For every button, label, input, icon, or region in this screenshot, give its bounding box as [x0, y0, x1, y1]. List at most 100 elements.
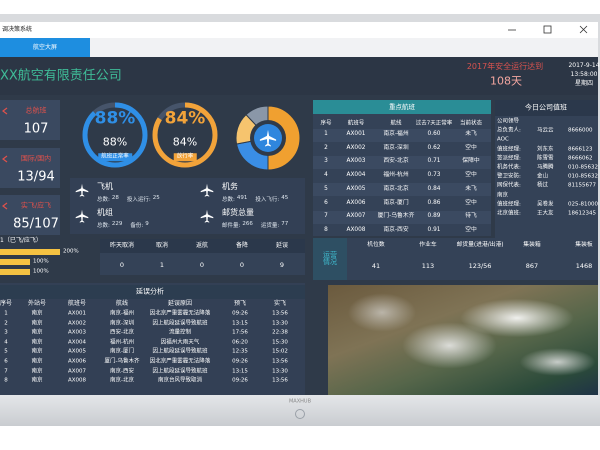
ops-header — [100, 239, 305, 253]
stats-header-cell: 集装板 — [575, 242, 593, 249]
delay-cell: 1 — [4, 310, 8, 317]
duty-text: 025-81000 — [568, 201, 598, 208]
plane-shape — [200, 183, 214, 197]
title-bar — [0, 22, 598, 38]
duty-text: 8666000 — [568, 127, 593, 134]
duty-text: 8666062 — [568, 155, 593, 162]
key-flights-header-cell: 航班号 — [347, 120, 365, 127]
duty-text: 网保代表: — [497, 182, 521, 189]
maximize-button — [543, 25, 552, 34]
key-flights-cell: 3 — [324, 158, 328, 165]
delay-cell: 南京 — [31, 310, 43, 317]
duty-text: 南京 — [497, 191, 509, 198]
resource-name: 飞机 — [97, 182, 113, 191]
duty-text: 值班经理: — [497, 145, 521, 152]
delay-cell: AX002 — [67, 319, 87, 326]
gauge-big-label: 88% — [94, 108, 136, 129]
plane-shape — [75, 209, 89, 223]
plane-shape — [75, 183, 89, 197]
tab-label[interactable]: 航空大屏 — [32, 44, 58, 51]
delay-header-cell: 外站号 — [27, 300, 47, 307]
resources-panel — [70, 178, 305, 234]
delay-cell: 13:15 — [232, 367, 248, 374]
plane-icon — [200, 183, 214, 197]
delay-panel — [0, 283, 305, 395]
stats-value: 41 — [371, 261, 381, 270]
delay-header-cell: 实飞 — [273, 300, 287, 307]
resource-name: 机组 — [97, 208, 113, 217]
delay-cell: 南京-福州 — [110, 310, 134, 317]
delay-header-cell: 延误原因 — [167, 300, 193, 307]
key-flights-cell: 空中 — [465, 172, 477, 179]
kpi-label: 总航班 — [25, 106, 47, 115]
close-button — [579, 25, 588, 34]
key-flights-header-cell: 当前状态 — [459, 120, 483, 127]
resource-stats: 总数: 28 投入运行: 25 — [97, 195, 166, 203]
key-flights-cell: AX005 — [346, 185, 366, 192]
satellite-image — [328, 285, 598, 395]
tab-active[interactable] — [0, 38, 90, 57]
delay-cell: AX003 — [67, 329, 87, 336]
kpi-label: 国际/国内 — [20, 154, 52, 163]
stats-header-cell: 集装箱 — [523, 242, 541, 249]
pie-chart — [235, 105, 301, 171]
plane-icon — [75, 209, 89, 223]
key-flights-title-bar — [313, 100, 491, 114]
delay-cell: 南京台风导致取消 — [157, 377, 203, 384]
key-flights-cell: 南京-厦门 — [383, 199, 409, 206]
window-controls — [508, 25, 588, 34]
key-flights-cell: 4 — [324, 172, 328, 179]
duty-text: 杨过 — [537, 182, 549, 189]
resource-stat-label: 运货量: — [260, 223, 280, 229]
delay-header-cell: 预飞 — [233, 300, 247, 307]
duty-text: 签派经理: — [497, 155, 521, 162]
duty-text: 81155677 — [568, 182, 596, 189]
key-flights-cell: AX006 — [346, 199, 366, 206]
weekday: 星期四 — [574, 80, 594, 87]
delay-cell: 南京 — [31, 319, 43, 326]
stats-label-box — [313, 238, 347, 280]
resource-stat-label: 邮件量: — [222, 223, 241, 229]
kpi-card — [0, 195, 60, 235]
delay-cell: AX004 — [67, 339, 87, 346]
duty-text: 王大友 — [537, 210, 554, 217]
delay-cell: 15:02 — [272, 348, 288, 355]
delay-cell: 22:38 — [272, 329, 288, 336]
key-flights-cell: 0.73 — [427, 172, 441, 179]
row-stripe — [313, 128, 491, 142]
date: 2017-9-14 — [568, 62, 600, 69]
stats-value: 1468 — [575, 261, 593, 270]
plane-shape — [259, 129, 277, 147]
logo-button — [295, 409, 305, 419]
delay-cell: AX006 — [67, 358, 87, 365]
key-flights-cell: 保障中 — [462, 158, 480, 165]
key-flights-cell: AX008 — [346, 226, 366, 233]
row-stripe — [313, 155, 491, 169]
resource-stat-label: 总数: — [97, 223, 110, 229]
key-flights-cell: 6 — [324, 199, 328, 206]
window-title: 调决策系统 — [2, 26, 33, 33]
key-flights-cell: 空中 — [465, 199, 477, 206]
delay-cell: 09:26 — [232, 377, 248, 384]
delay-cell: 13:15 — [232, 319, 248, 326]
key-flights-cell: AX007 — [346, 213, 366, 220]
delay-cell: 8 — [4, 377, 8, 384]
progress-label: 100% — [33, 258, 49, 265]
delay-header-cell: 航线 — [115, 300, 129, 307]
resource-name: 机务 — [222, 182, 238, 191]
key-flights-cell: 8 — [324, 226, 328, 233]
key-flights-cell: 厦门-乌鲁木齐 — [377, 213, 415, 220]
delay-cell: AX007 — [67, 367, 87, 374]
key-flights-cell: AX003 — [346, 158, 366, 165]
key-flights-cell: 未飞 — [465, 131, 477, 138]
delay-cell: 13:30 — [272, 367, 288, 374]
header-band — [0, 57, 598, 95]
delay-cell: 7 — [4, 367, 8, 374]
plane-icon — [75, 183, 89, 197]
duty-text: 警卫安防: — [497, 173, 521, 180]
brand-label: MAXHUB — [288, 398, 312, 405]
delay-cell: 4 — [4, 339, 8, 346]
stats-header-cell: 机位数 — [367, 242, 385, 249]
delay-cell: 15:30 — [272, 339, 288, 346]
